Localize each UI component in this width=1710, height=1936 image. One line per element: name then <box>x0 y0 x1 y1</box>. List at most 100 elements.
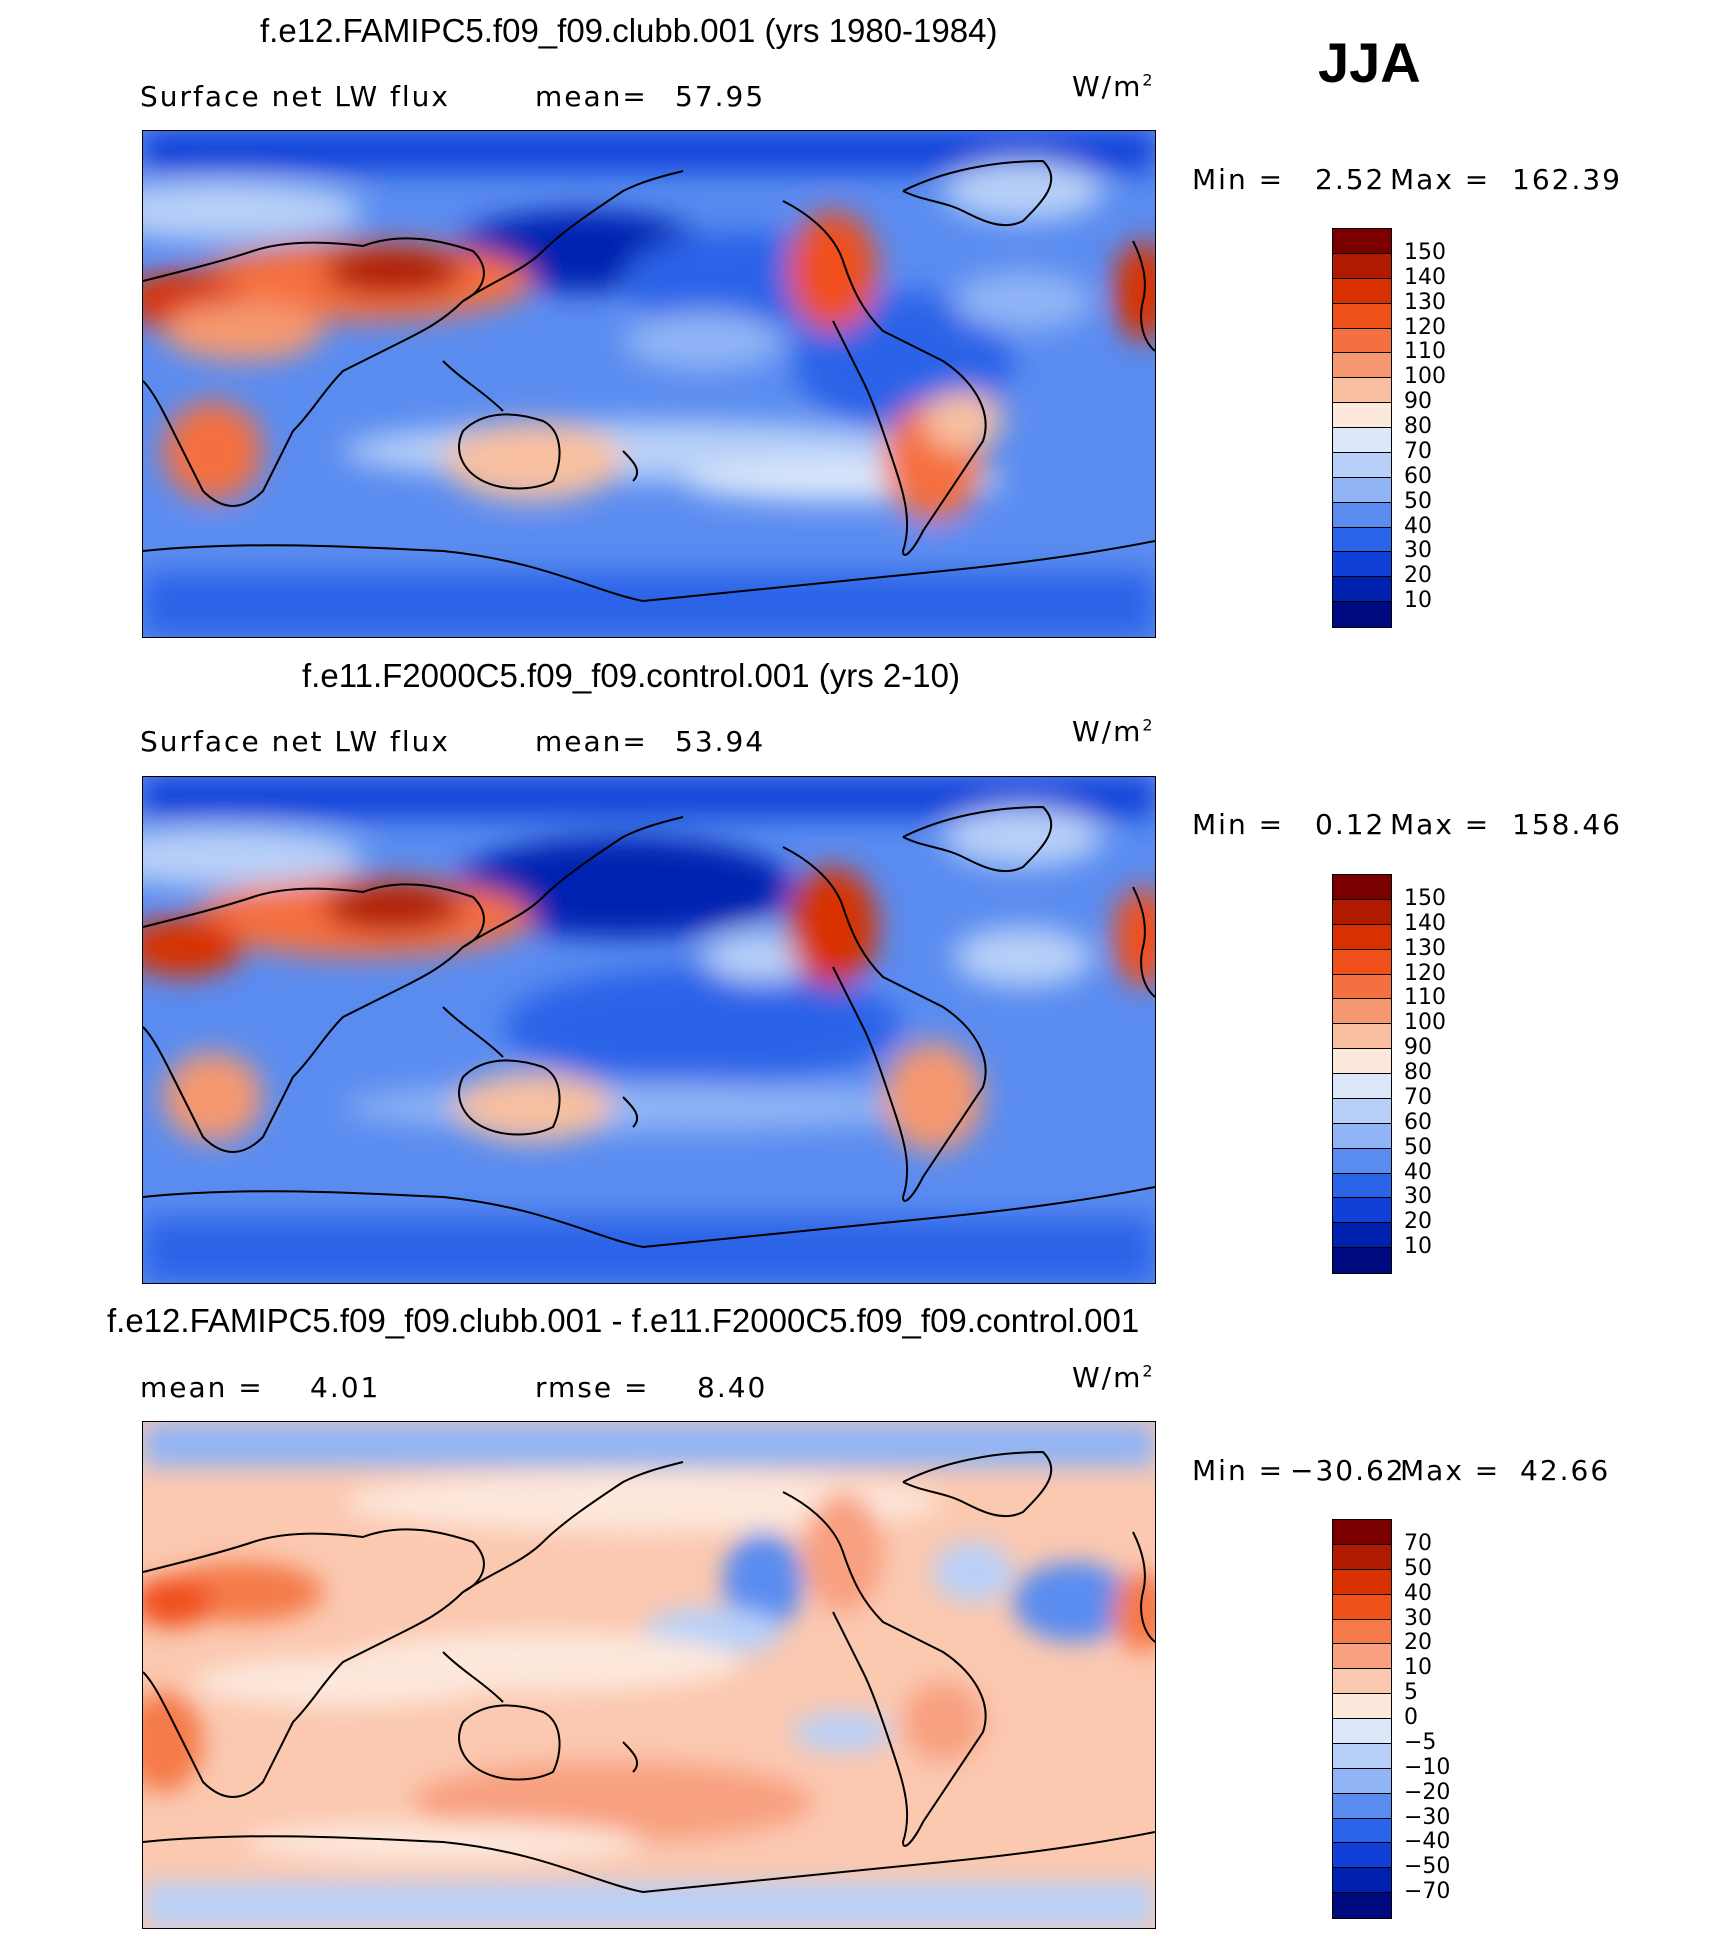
panel3-colorbar <box>1332 1519 1392 1919</box>
panel3-colorbar-cell <box>1333 1669 1391 1695</box>
panel1-colorbar-label: 90 <box>1404 389 1432 415</box>
panel3-colorbar-cell <box>1333 1619 1391 1645</box>
panel1-colorbar-label: 140 <box>1404 264 1446 290</box>
panel2-colorbar-cell <box>1333 899 1391 925</box>
panel1-colorbar-cell <box>1333 303 1391 329</box>
panel1-colorbar-cell <box>1333 452 1391 478</box>
panel2-colorbar-label: 130 <box>1404 935 1446 961</box>
panel2-colorbar-cell <box>1333 1024 1391 1050</box>
panel1-colorbar-cell <box>1333 527 1391 553</box>
panel1-max-value: 162.39 <box>1512 163 1622 196</box>
panel3-colorbar-label: 50 <box>1404 1555 1432 1581</box>
panel3-rmse-value: 8.40 <box>697 1371 768 1404</box>
panel1-colorbar-label: 150 <box>1404 239 1446 265</box>
panel2-colorbar-cell <box>1333 1074 1391 1099</box>
panel1-colorbar-label: 60 <box>1404 463 1432 489</box>
panel2-colorbar-cell <box>1333 924 1391 950</box>
panel2-colorbar-label: 10 <box>1404 1234 1432 1260</box>
panel1-colorbar-label: 130 <box>1404 289 1446 315</box>
panel3-colorbar-label: −30 <box>1404 1804 1451 1830</box>
panel1-colorbar-cell <box>1333 229 1391 254</box>
season-label: JJA <box>1318 31 1421 94</box>
panel3-colorbar-label: −20 <box>1404 1779 1451 1805</box>
panel2-colorbar-cell <box>1333 1198 1391 1224</box>
panel3-colorbar-label: −5 <box>1404 1729 1437 1755</box>
units-text: W/m <box>1072 715 1143 748</box>
panel3-colorbar-cell <box>1333 1843 1391 1869</box>
panel1-colorbar-cell <box>1333 502 1391 528</box>
panel2-colorbar-cell <box>1333 1173 1391 1199</box>
panel3-colorbar-cell <box>1333 1644 1391 1670</box>
panel1-colorbar-label: 100 <box>1404 364 1446 390</box>
panel3-colorbar-label: 70 <box>1404 1530 1432 1556</box>
panel2-min-label: Min = <box>1192 808 1285 841</box>
panel3-colorbar-cell <box>1333 1719 1391 1744</box>
panel3-colorbar-label: −10 <box>1404 1754 1451 1780</box>
panel1-colorbar-cell <box>1333 428 1391 453</box>
panel2-colorbar-cell <box>1333 949 1391 975</box>
panel3-colorbar-label: 0 <box>1404 1705 1418 1730</box>
panel3-min-label: Min = <box>1192 1454 1285 1487</box>
panel2-colorbar-label: 40 <box>1404 1159 1432 1185</box>
panel1-colorbar-cell <box>1333 278 1391 304</box>
panel3-colorbar-cell <box>1333 1544 1391 1570</box>
panel2-variable: Surface net LW flux <box>140 725 450 758</box>
panel2-colorbar-cell <box>1333 875 1391 900</box>
panel3-colorbar-cell <box>1333 1743 1391 1769</box>
panel3-colorbar-cell <box>1333 1818 1391 1844</box>
panel2-colorbar-cell <box>1333 1123 1391 1149</box>
panel1-min-label: Min = <box>1192 163 1285 196</box>
panel2-mean-label: mean= <box>535 725 648 758</box>
panel3-mean-value: 4.01 <box>310 1371 381 1404</box>
panel3-colorbar-label: −50 <box>1404 1854 1451 1880</box>
panel1-colorbar-cell <box>1333 328 1391 354</box>
panel3-title: f.e12.FAMIPC5.f09_f09.clubb.001 - f.e11.… <box>107 1302 1140 1339</box>
panel3-mean-label: mean = <box>140 1371 264 1404</box>
panel2-colorbar-label: 50 <box>1404 1134 1432 1160</box>
units-exp: 2 <box>1142 1361 1155 1381</box>
panel1-colorbar-cell <box>1333 403 1391 428</box>
panel1-units: W/m2 <box>1072 70 1155 103</box>
panel1-colorbar-cell <box>1333 552 1391 578</box>
units-exp: 2 <box>1142 715 1155 735</box>
panel2-colorbar-cell <box>1333 1223 1391 1249</box>
panel1-coastlines <box>143 159 1155 603</box>
panel2-colorbar-label: 150 <box>1404 885 1446 911</box>
panel1-colorbar-label: 120 <box>1404 314 1446 340</box>
panel3-units: W/m2 <box>1072 1361 1155 1394</box>
panel2-max-label: Max = <box>1390 808 1491 841</box>
panel1-colorbar-cell <box>1333 378 1391 404</box>
panel2-colorbar-cell <box>1333 1148 1391 1174</box>
panel2-colorbar-label: 30 <box>1404 1184 1432 1210</box>
panel1-mean-label: mean= <box>535 80 648 113</box>
panel2-colorbar-cell <box>1333 1049 1391 1074</box>
panel2-colorbar-cell <box>1333 999 1391 1025</box>
panel2-colorbar-label: 110 <box>1404 985 1446 1011</box>
panel3-rmse-label: rmse = <box>535 1371 650 1404</box>
panel2-min-value: 0.12 <box>1315 808 1386 841</box>
panel1-colorbar-cell <box>1333 253 1391 279</box>
panel2-mean-value: 53.94 <box>675 725 766 758</box>
panel2-colorbar-label: 70 <box>1404 1084 1432 1110</box>
units-text: W/m <box>1072 70 1143 103</box>
panel3-coastlines <box>143 1450 1155 1894</box>
panel1-colorbar-label: 80 <box>1404 414 1432 439</box>
panel1-colorbar-cell <box>1333 577 1391 603</box>
panel1-colorbar-label: 10 <box>1404 588 1432 614</box>
panel3-map <box>142 1421 1156 1929</box>
panel3-colorbar-label: 40 <box>1404 1580 1432 1606</box>
panel1-colorbar-label: 70 <box>1404 438 1432 464</box>
panel2-title: f.e11.F2000C5.f09_f09.control.001 (yrs 2… <box>302 657 960 694</box>
panel3-min-value: −30.62 <box>1290 1454 1406 1487</box>
panel3-colorbar-cell <box>1333 1569 1391 1595</box>
panel2-colorbar-label: 20 <box>1404 1209 1432 1235</box>
panel2-colorbar-label: 60 <box>1404 1109 1432 1135</box>
panel1-colorbar <box>1332 228 1392 628</box>
panel1-colorbar-label: 30 <box>1404 538 1432 564</box>
units-exp: 2 <box>1142 70 1155 90</box>
panel3-colorbar-label: −40 <box>1404 1829 1451 1855</box>
panel1-mean-value: 57.95 <box>675 80 766 113</box>
panel2-colorbar <box>1332 874 1392 1274</box>
panel2-max-value: 158.46 <box>1512 808 1622 841</box>
panel3-colorbar-label: 5 <box>1404 1680 1418 1706</box>
